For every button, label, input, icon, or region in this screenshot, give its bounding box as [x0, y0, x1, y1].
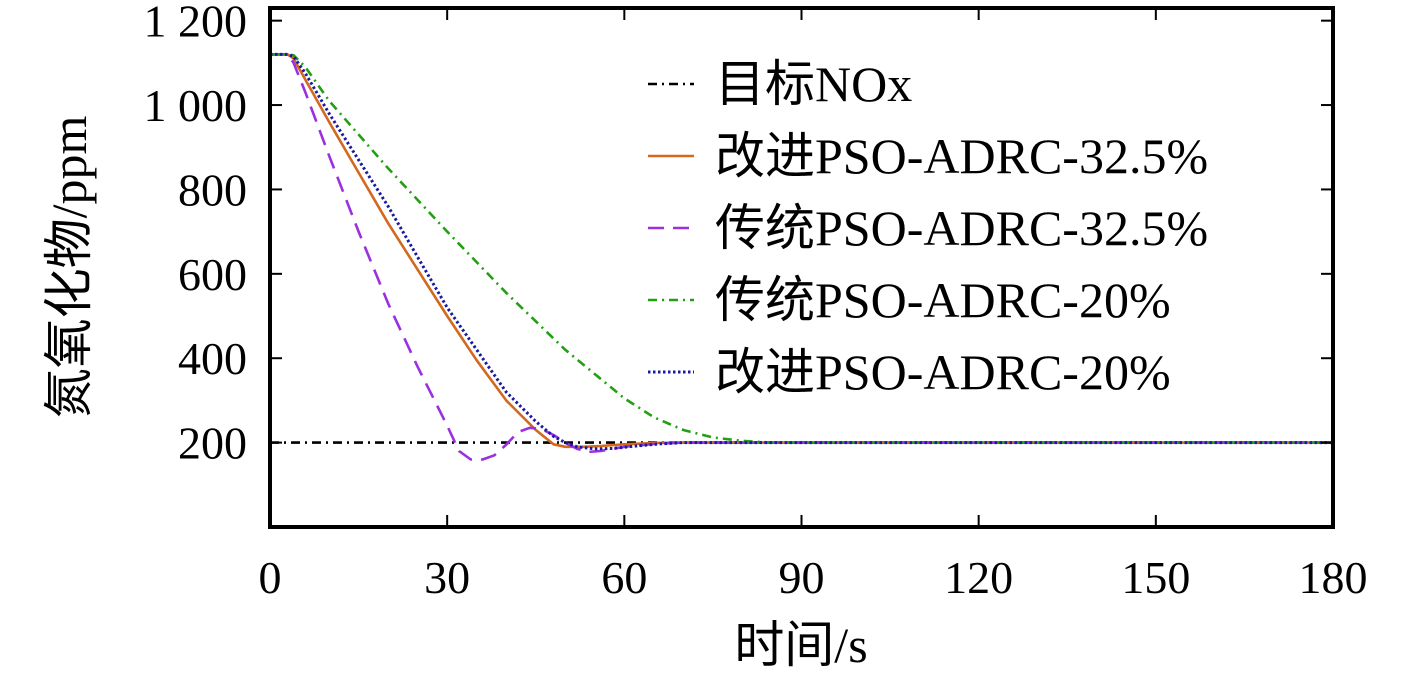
x-axis-title: 时间/s [734, 617, 867, 673]
y-tick-label: 600 [178, 249, 247, 300]
y-tick-label: 1 200 [144, 0, 248, 47]
x-tick-label: 120 [944, 552, 1013, 603]
series-layer [270, 52, 1333, 461]
y-axis-title: 氮氧化物/ppm [41, 116, 97, 419]
legend-label-3: 传统PSO-ADRC-20% [715, 272, 1171, 328]
x-tick-label: 60 [601, 552, 647, 603]
series-line-4 [270, 52, 1333, 451]
legend-label-1: 改进PSO-ADRC-32.5% [715, 128, 1208, 184]
x-tick-label: 0 [259, 552, 282, 603]
legend-label-0: 目标NOx [715, 56, 912, 112]
legend-label-2: 传统PSO-ADRC-32.5% [715, 200, 1208, 256]
y-tick-label: 400 [178, 333, 247, 384]
x-tick-label: 180 [1299, 552, 1368, 603]
legend: 目标NOx 改进PSO-ADRC-32.5% 传统PSO-ADRC-32.5% 传统P… [648, 56, 1208, 400]
x-tick-label: 150 [1121, 552, 1190, 603]
y-tick-label: 800 [178, 164, 247, 215]
y-tick-label: 1 000 [144, 80, 248, 131]
legend-label-4: 改进PSO-ADRC-20% [715, 344, 1171, 400]
series-line-3 [270, 53, 1333, 444]
x-tick-label: 90 [779, 552, 825, 603]
tick-layer: 0 30 60 90 120 150 180 200 400 600 800 1 000 1 200 [144, 0, 1368, 603]
x-tick-label: 30 [424, 552, 470, 603]
y-tick-label: 200 [178, 418, 247, 469]
